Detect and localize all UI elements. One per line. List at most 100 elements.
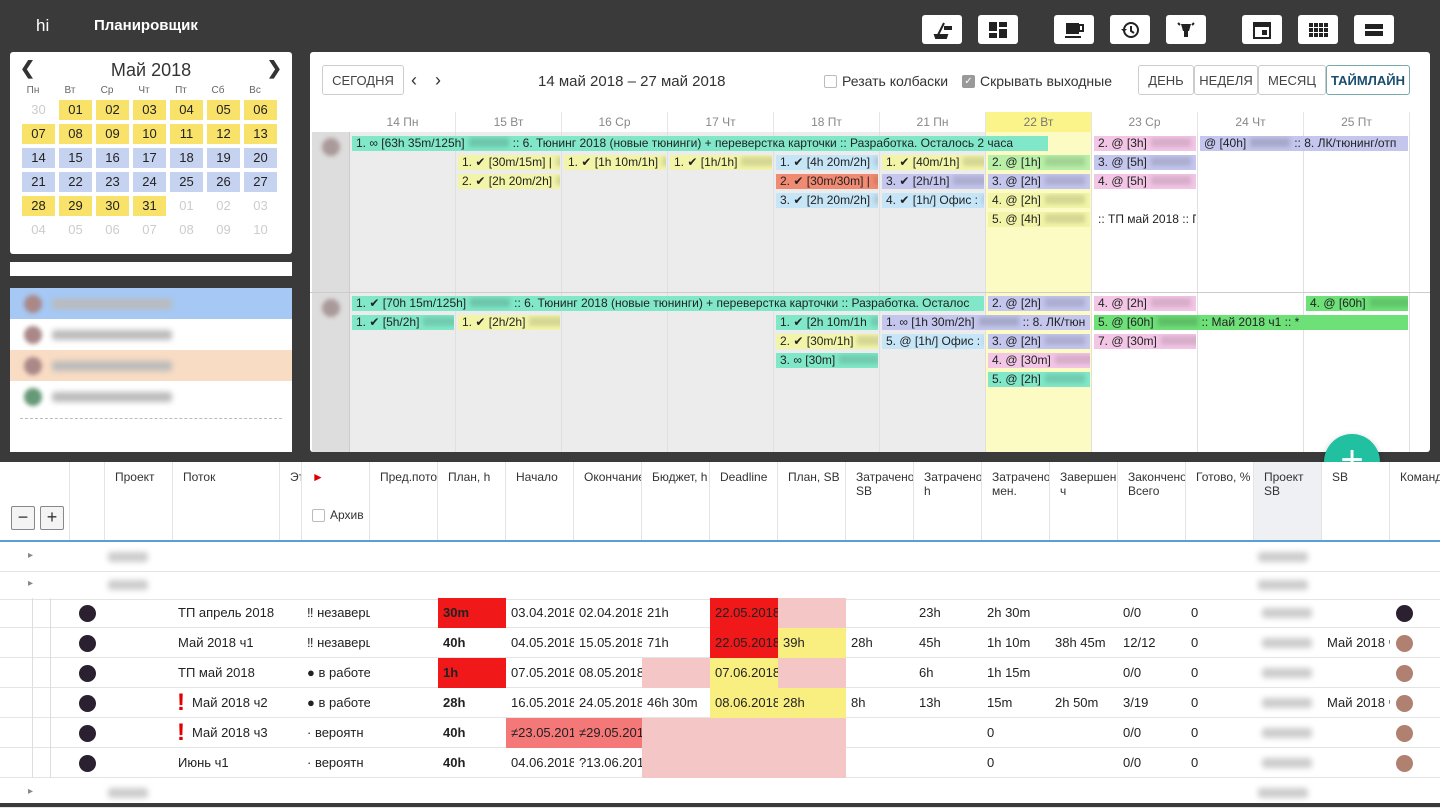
calendar-day[interactable]: 02 [216,198,231,213]
cut-option[interactable]: Резать колбаски [824,73,948,89]
event-bar[interactable]: 3. @ [2h] [988,334,1090,349]
event-bar[interactable]: 1. ✔ [1h 10m/1h] [564,155,666,170]
archive-filter[interactable]: Архив [312,508,364,522]
table-row[interactable]: ! Май 2018 ч2 ● в работе 28h 16.05.2018 24.05… [0,688,1440,718]
calendar-day[interactable]: 10 [253,222,268,237]
calendar-day[interactable]: 05 [207,100,240,120]
grid-icon[interactable] [1298,15,1338,44]
calendar-day[interactable]: 14 [22,148,55,168]
calendar-day[interactable]: 07 [22,124,55,144]
month-prev-button[interactable]: ❮ [20,58,36,78]
column-header[interactable]: Начало [506,462,574,540]
event-bar[interactable]: 1. ✔ [2h 10m/1h [776,315,878,330]
calendar-day[interactable]: 05 [68,222,83,237]
column-header[interactable]: SB [1322,462,1390,540]
event-bar[interactable]: 7. @ [30m] [1094,334,1196,349]
column-header[interactable]: Команда [1390,462,1440,540]
event-bar[interactable]: 3. @ [5h] [1094,155,1196,170]
calendar-day[interactable]: 30 [96,196,129,216]
event-bar[interactable]: 3. @ [2h] [988,174,1090,189]
table-row[interactable]: ▸ [0,778,1440,808]
expand-toggle[interactable]: ▸ [28,578,34,589]
view-month-button[interactable]: МЕСЯЦ [1258,65,1326,95]
column-header[interactable]: Закончено Всего [1118,462,1186,540]
event-bar[interactable]: 2. ✔ [30m/1h] [776,334,878,349]
hide-weekends-checkbox[interactable]: ✓ [962,74,975,88]
event-bar[interactable]: 5. @ [1h/] Офис : [882,334,984,349]
column-header[interactable]: План, h [438,462,506,540]
event-bar[interactable]: 3. ✔ [2h/1h] [882,174,984,189]
calendar-day[interactable]: 26 [207,172,240,192]
person-item[interactable] [10,319,292,350]
column-header[interactable]: Окончание [574,462,642,540]
calendar-day[interactable]: 04 [170,100,203,120]
event-bar[interactable]: 4. ✔ [1h/] Офис : [882,193,984,208]
column-header[interactable]: Бюджет, h [642,462,710,540]
collapse-all-button[interactable]: − [11,506,35,530]
calendar-day[interactable]: 08 [179,222,194,237]
calendar-day[interactable]: 04 [31,222,46,237]
view-day-button[interactable]: ДЕНЬ [1138,65,1194,95]
table-row[interactable]: ТП май 2018 ● в работе 1h 07.05.2018 08.05.2… [0,658,1440,688]
calendar-day[interactable]: 15 [59,148,92,168]
cell-flow[interactable]: Май 2018 ч3 [192,725,268,740]
view-timeline-button[interactable]: ТАЙМЛАЙН [1326,65,1410,95]
event-bar[interactable]: 1. ∞ [63h 35m/125h]:: 6. Тюнинг 2018 (но… [352,136,1048,151]
calendar-day[interactable]: 10 [133,124,166,144]
calendar-day[interactable]: 03 [133,100,166,120]
calendar-day[interactable]: 22 [59,172,92,192]
calendar-day[interactable]: 01 [59,100,92,120]
calendar-day[interactable]: 27 [244,172,277,192]
column-header[interactable]: ► Архив [302,462,370,540]
cut-checkbox[interactable] [824,74,837,88]
calendar-day[interactable]: 07 [142,222,157,237]
calendar-day[interactable]: 01 [179,198,194,213]
column-header[interactable]: Проект SB [1254,462,1322,540]
column-header[interactable]: Поток [173,462,280,540]
column-header[interactable]: Затрачено мен. [982,462,1050,540]
table-row[interactable]: ! Май 2018 ч3 · вероятн 40h ≠23.05.2018≠29.0… [0,718,1440,748]
calendar-icon[interactable] [1242,15,1282,44]
column-header[interactable]: Готово, % [1186,462,1254,540]
month-next-button[interactable]: ❯ [266,58,282,78]
event-bar[interactable]: 1. ✔ [70h 15m/125h]:: 6. Тюнинг 2018 (но… [352,296,984,311]
event-bar[interactable]: 3. ✔ [2h 20m/2h] [776,193,878,208]
event-bar[interactable]: 4. @ [2h] [988,193,1090,208]
event-bar[interactable]: 1. ∞ [1h 30m/2h]:: 8. ЛК/тюн [882,315,1090,330]
expand-toggle[interactable]: ▸ [28,550,34,561]
event-bar[interactable]: 5. @ [2h] [988,372,1090,387]
event-bar[interactable]: :: ТП май 2018 :: Пл [1094,212,1196,227]
person-item[interactable] [10,381,292,412]
calendar-day[interactable]: 02 [96,100,129,120]
column-header[interactable]: Проект [105,462,173,540]
table-row[interactable]: Июнь ч1 · вероятн 40h 04.06.2018 ?13.06.2018… [0,748,1440,778]
calendar-day[interactable]: 25 [170,172,203,192]
table-row[interactable]: ТП апрель 2018 ‼ незаверш 30m 03.04.2018 02.… [0,598,1440,628]
coffee-icon[interactable] [1054,15,1094,44]
calendar-day[interactable]: 29 [59,196,92,216]
calendar-day[interactable]: 09 [216,222,231,237]
event-bar[interactable]: 2. @ [1h] [988,155,1090,170]
expand-all-button[interactable]: + [40,506,64,530]
event-bar[interactable]: 1. ✔ [40m/1h] [882,155,984,170]
column-header[interactable]: Затрачено SB [846,462,914,540]
calendar-day[interactable]: 23 [96,172,129,192]
event-bar[interactable]: @ [40h]:: 8. ЛК/тюнинг/отп [1200,136,1408,151]
column-header[interactable]: Пред.пото [370,462,438,540]
calendar-day[interactable]: 30 [31,102,46,117]
next-range-button[interactable]: › [435,70,441,90]
today-button[interactable]: СЕГОДНЯ [322,65,404,95]
event-bar[interactable]: 5. @ [60h]:: Май 2018 ч1 :: * [1094,315,1408,330]
event-bar[interactable]: 4. @ [30m] [988,353,1090,368]
broom-icon[interactable] [922,15,962,44]
calendar-day[interactable]: 24 [133,172,166,192]
table-row[interactable]: ▸ [0,570,1440,600]
history-icon[interactable] [1110,15,1150,44]
calendar-day[interactable]: 28 [22,196,55,216]
event-bar[interactable]: 3. ∞ [30m] [776,353,878,368]
calendar-day[interactable]: 06 [105,222,120,237]
calendar-day[interactable]: 06 [244,100,277,120]
prev-range-button[interactable]: ‹ [411,70,417,90]
table-row[interactable]: Май 2018 ч1 ‼ незаверш 40h 04.05.2018 15.05.… [0,628,1440,658]
app-logo[interactable]: hi [36,16,50,35]
